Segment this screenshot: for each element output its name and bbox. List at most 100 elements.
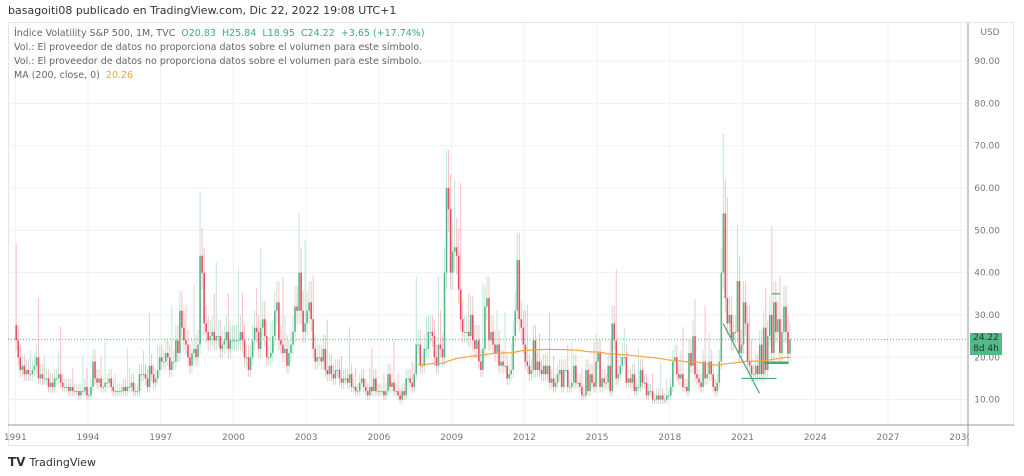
candle-body	[74, 391, 76, 393]
candle-body	[41, 374, 44, 379]
candle-body	[417, 344, 420, 346]
tradingview-logo-icon: TV	[8, 455, 26, 469]
candle-body	[730, 314, 733, 341]
candle-body	[461, 319, 464, 332]
y-tick-label: 10.00	[974, 396, 1000, 406]
candle-body	[540, 369, 543, 375]
candle-body	[136, 391, 139, 393]
candle-body	[546, 365, 549, 375]
candle-body	[292, 331, 294, 345]
candle-body	[738, 281, 741, 354]
candle-body	[419, 344, 422, 366]
candle-body	[716, 382, 719, 392]
candle-body	[199, 255, 201, 345]
candle-body	[516, 259, 519, 311]
candle-body	[599, 353, 601, 387]
candle-body	[255, 327, 258, 332]
candle-body	[368, 386, 371, 396]
y-tick-label: 90.00	[974, 57, 1000, 67]
candle-body	[433, 336, 436, 358]
y-tick-label: 50.00	[974, 226, 1000, 236]
candle-body	[76, 391, 78, 393]
candle-body	[779, 319, 781, 354]
candle-body	[621, 357, 624, 366]
candle-body	[762, 327, 765, 375]
y-tick-label: 30.00	[974, 311, 1000, 321]
candle-body	[577, 382, 579, 384]
candle-body	[261, 319, 264, 328]
candle-body	[684, 386, 686, 388]
candle-body	[278, 302, 280, 341]
candle-body	[373, 378, 375, 392]
chart-frame	[8, 22, 1014, 446]
candle-body	[488, 298, 490, 341]
candle-body	[758, 344, 761, 375]
candle-body	[49, 382, 52, 387]
candle-body	[789, 339, 791, 354]
candle-body	[714, 386, 717, 392]
candle-body	[429, 331, 432, 333]
ohlc-high: H25.84	[221, 28, 257, 39]
candle-body	[166, 353, 169, 358]
ma-value: 20.26	[105, 70, 134, 81]
candle-body	[756, 365, 759, 375]
candle-body	[358, 382, 361, 392]
candle-body	[63, 386, 66, 388]
candle-body	[478, 340, 480, 362]
candle-body	[288, 353, 290, 366]
candle-body	[746, 323, 749, 362]
candle-body	[80, 391, 82, 396]
volume-legend-row: Vol.: El proveedor de datos no proporcio…	[14, 56, 422, 67]
candle-body	[669, 386, 672, 396]
candle-body	[564, 369, 567, 371]
candle-body	[29, 374, 32, 376]
candle-body	[231, 340, 234, 342]
y-tick-label: 60.00	[974, 184, 1000, 194]
candle-body	[322, 348, 325, 362]
candle-body	[704, 361, 706, 379]
candle-body	[294, 306, 296, 332]
candle-body	[249, 357, 252, 370]
candle-body	[393, 382, 395, 392]
chart-legend: Índice Volatility S&P 500, 1M, TVC O20.8…	[14, 27, 425, 83]
candle-body	[247, 357, 250, 370]
candle-body	[613, 323, 616, 341]
candle-body	[237, 340, 240, 342]
candle-body	[94, 361, 96, 379]
candle-body	[116, 391, 119, 393]
candle-body	[451, 251, 454, 273]
candle-body	[86, 386, 88, 396]
candle-body	[183, 327, 185, 341]
candle-body	[189, 357, 191, 366]
candle-body	[229, 340, 232, 349]
candle-body	[201, 255, 203, 273]
candle-body	[544, 365, 547, 375]
candle-body	[205, 323, 207, 332]
candle-body	[579, 382, 581, 387]
candle-body	[377, 391, 379, 393]
candle-body	[570, 382, 573, 387]
candle-body	[328, 365, 331, 375]
candle-body	[401, 391, 403, 400]
candle-body	[639, 369, 642, 387]
candle-body	[611, 323, 614, 392]
tradingview-logo[interactable]: TV TradingView	[8, 455, 96, 469]
y-tick-label: 70.00	[974, 142, 1000, 152]
currency-label: USD	[980, 28, 999, 38]
candle-body	[342, 378, 345, 383]
candle-body	[259, 327, 262, 349]
candle-body	[106, 382, 108, 384]
candle-body	[391, 382, 393, 387]
candle-body	[92, 361, 94, 387]
candle-body	[65, 386, 68, 388]
candle-body	[298, 272, 300, 311]
candle-body	[463, 331, 466, 333]
candle-body	[605, 382, 607, 384]
candle-body	[213, 331, 216, 341]
candle-body	[362, 378, 365, 387]
candle-body	[698, 378, 700, 383]
candle-body	[447, 188, 450, 210]
candle-body	[760, 344, 763, 375]
candle-body	[690, 353, 692, 366]
